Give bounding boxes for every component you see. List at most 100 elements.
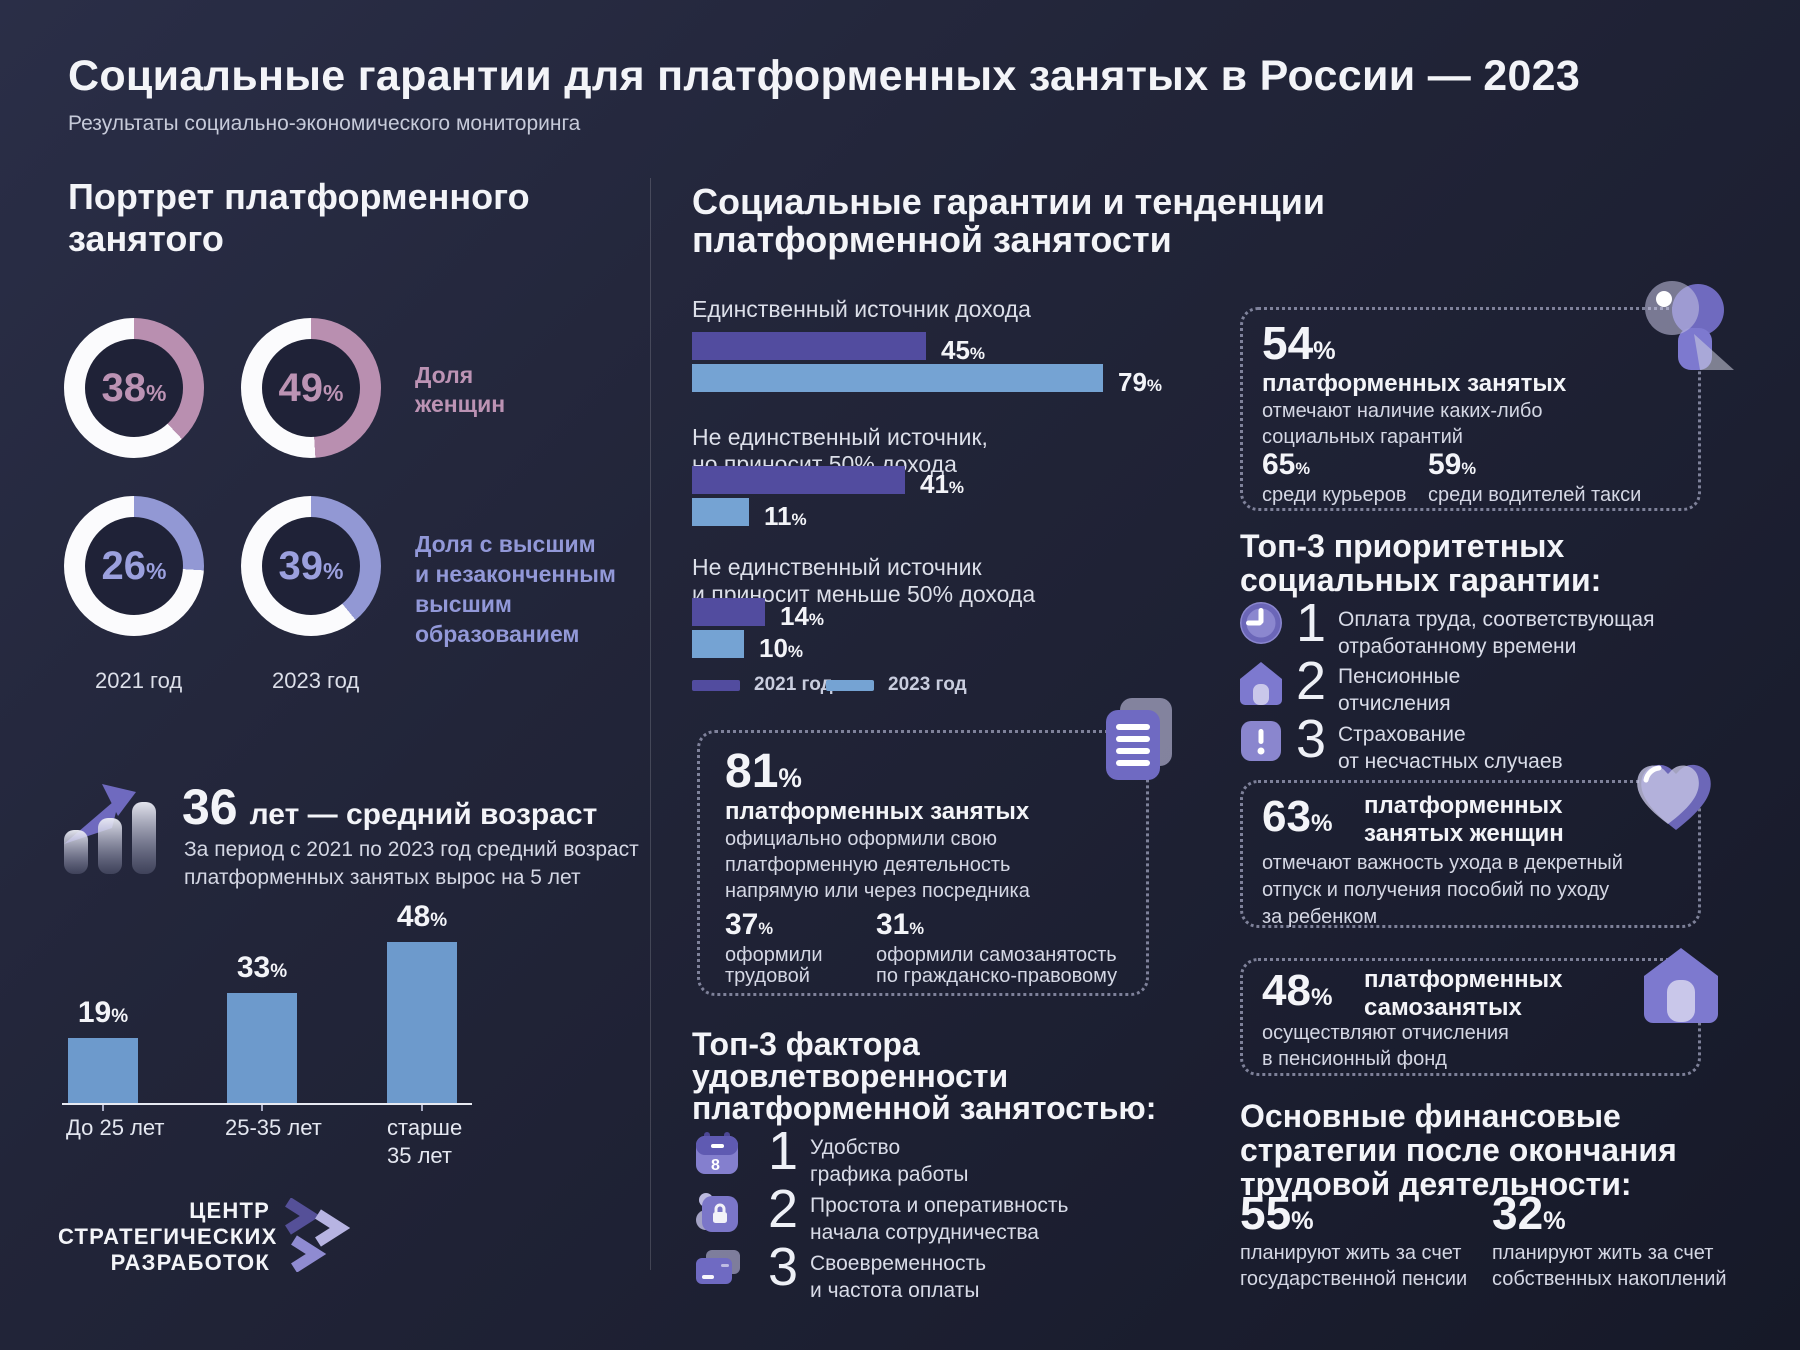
income-group1-bar-2021 [692, 332, 926, 360]
age-axis [62, 1103, 472, 1105]
legend-swatch-2023 [826, 680, 874, 691]
average-age-value: 36 [182, 779, 238, 835]
income-group2-label-line1: Не единственный источник, [692, 424, 988, 450]
income-group3-value-2021-num: 14 [780, 601, 809, 631]
priorities-item3-line2: от несчастных случаев [1338, 750, 1563, 773]
couriers-value-unit: % [1295, 460, 1311, 478]
age-bar-value-2: 33% [227, 951, 297, 985]
pension-value: 48% [1262, 966, 1332, 1016]
education-share-label-line3: высшим [415, 591, 512, 617]
registration-labor-value: 37% [725, 908, 773, 942]
maternity-bold-line2: занятых женщин [1364, 820, 1564, 847]
maternity-bold-line1: платформенных [1364, 792, 1563, 819]
strategies-heading-line3: трудовой деятельности: [1240, 1166, 1632, 1202]
legend-label-2023: 2023 год [888, 674, 967, 695]
strategy-savings-line1: планируют жить за счет [1492, 1242, 1714, 1264]
pension-house-icon [1240, 662, 1282, 705]
age-tick-label-3: старше 35 лет [387, 1115, 463, 1168]
satisfaction-heading-line1: Топ-3 фактора [692, 1026, 920, 1062]
accident-alert-icon [1241, 721, 1281, 761]
average-age-desc-line1: За период с 2021 по 2023 год средний воз… [184, 838, 639, 861]
logo-text-line3: РАЗРАБОТОК [110, 1250, 270, 1275]
strategy-savings-value-unit: % [1543, 1207, 1566, 1235]
document-icon [1106, 698, 1172, 780]
payment-card-icon [696, 1250, 740, 1284]
guarantees-bold: платформенных занятых [1262, 370, 1567, 397]
registration-self-line1: оформили самозанятость [876, 944, 1117, 966]
home-pension-icon [1644, 948, 1718, 1023]
age-bar-value-3-num: 48 [396, 900, 431, 933]
year-2021-label: 2021 год [95, 668, 183, 693]
logo-text-line1: ЦЕНТР [189, 1198, 270, 1223]
pension-value-num: 48 [1262, 966, 1311, 1015]
strategy-pension-value: 55% [1240, 1186, 1314, 1240]
registration-self-value-unit: % [909, 920, 925, 938]
guarantees-box [1240, 307, 1701, 511]
age-bar-value-3-unit: % [430, 910, 448, 931]
priorities-heading-line2: социальных гарантии: [1240, 562, 1602, 598]
maternity-value-unit: % [1310, 810, 1333, 837]
income-group1-value-2021-num: 45 [941, 335, 970, 365]
pension-bold-line2: самозанятых [1364, 994, 1522, 1021]
age-bar-1 [68, 1038, 138, 1103]
age-bar-value-1-num: 19 [77, 996, 112, 1029]
donut-education-2021-unit: % [146, 557, 167, 584]
satisfaction-item3-line1: Своевременность [810, 1252, 987, 1275]
income-group2-value-2023-num: 11 [764, 501, 792, 531]
strategies-heading-line1: Основные финансовые [1240, 1098, 1621, 1134]
person-lock-icon [696, 1193, 738, 1232]
svg-text:8: 8 [711, 1157, 720, 1174]
guarantees-line2: социальных гарантий [1262, 426, 1463, 448]
age-bar-value-1-unit: % [111, 1006, 129, 1027]
women-share-label-line2: женщин [415, 391, 506, 417]
donut-education-2023-value: 39 [278, 543, 324, 588]
income-group1-value-2023-num: 79 [1118, 367, 1147, 397]
education-share-label-line4: образованием [415, 621, 580, 647]
age-bar-value-1: 19% [68, 996, 138, 1030]
income-group3-value-2021: 14% [780, 601, 824, 632]
donut-education-2021: 26% [64, 496, 204, 636]
income-group3-value-2023-num: 10 [759, 633, 788, 663]
income-group3-label-line1: Не единственный источник [692, 554, 982, 580]
taxi-value-unit: % [1461, 460, 1477, 478]
couriers-value-num: 65 [1262, 448, 1296, 481]
priorities-item3-line1: Страхование [1338, 723, 1466, 746]
trends-heading-line2: платформенной занятости [692, 219, 1172, 260]
satisfaction-item2-line2: начала сотрудничества [810, 1221, 1039, 1244]
donut-women-2023-unit: % [323, 379, 344, 406]
satisfaction-item2-number: 2 [768, 1179, 799, 1239]
priorities-item1-number: 1 [1296, 593, 1327, 653]
age-axis-tick-1 [102, 1105, 104, 1111]
logo-text-line2: СТРАТЕГИЧЕСКИХ [58, 1224, 278, 1249]
income-group1-value-2021-unit: % [969, 344, 986, 363]
satisfaction-item1-number: 1 [768, 1121, 799, 1181]
registration-line1: официально оформили свою [725, 828, 997, 850]
priorities-item2-line2: отчисления [1338, 692, 1451, 715]
income-group1-value-2023-unit: % [1146, 376, 1163, 395]
growth-chart-icon [64, 784, 156, 874]
average-age-headline: 36 лет — средний возраст [182, 778, 597, 836]
income-group2-value-2023-unit: % [791, 510, 807, 529]
donut-women-2021: 38% [64, 318, 204, 458]
women-share-label-line1: Доля [415, 362, 474, 388]
income-group2-value-2021-unit: % [948, 478, 965, 497]
age-bar-value-3: 48% [387, 900, 457, 934]
priorities-item2-number: 2 [1296, 651, 1327, 711]
maternity-line2: отпуск и получения пособий по уходу [1262, 879, 1610, 901]
donut-education-2023-unit: % [323, 557, 344, 584]
age-bar-value-2-unit: % [270, 961, 288, 982]
maternity-value: 63% [1262, 792, 1332, 842]
legend-swatch-2021 [692, 680, 740, 691]
strategy-pension-value-num: 55 [1240, 1187, 1292, 1239]
age-tick-label-1: До 25 лет [66, 1115, 165, 1140]
donut-women-2023-value: 49 [278, 365, 324, 410]
maternity-line3: за ребенком [1262, 906, 1378, 928]
income-group1-value-2023: 79% [1118, 367, 1162, 398]
income-group3-bar-2023 [692, 630, 744, 658]
age-bar-value-2-num: 33 [236, 951, 271, 984]
strategy-savings-line2: собственных накоплений [1492, 1268, 1727, 1290]
registration-box [697, 730, 1149, 996]
guarantees-value-num: 54 [1262, 317, 1314, 369]
satisfaction-heading-line2: удовлетворенности [692, 1058, 1009, 1094]
satisfaction-item3-line2: и частота оплаты [810, 1279, 980, 1302]
